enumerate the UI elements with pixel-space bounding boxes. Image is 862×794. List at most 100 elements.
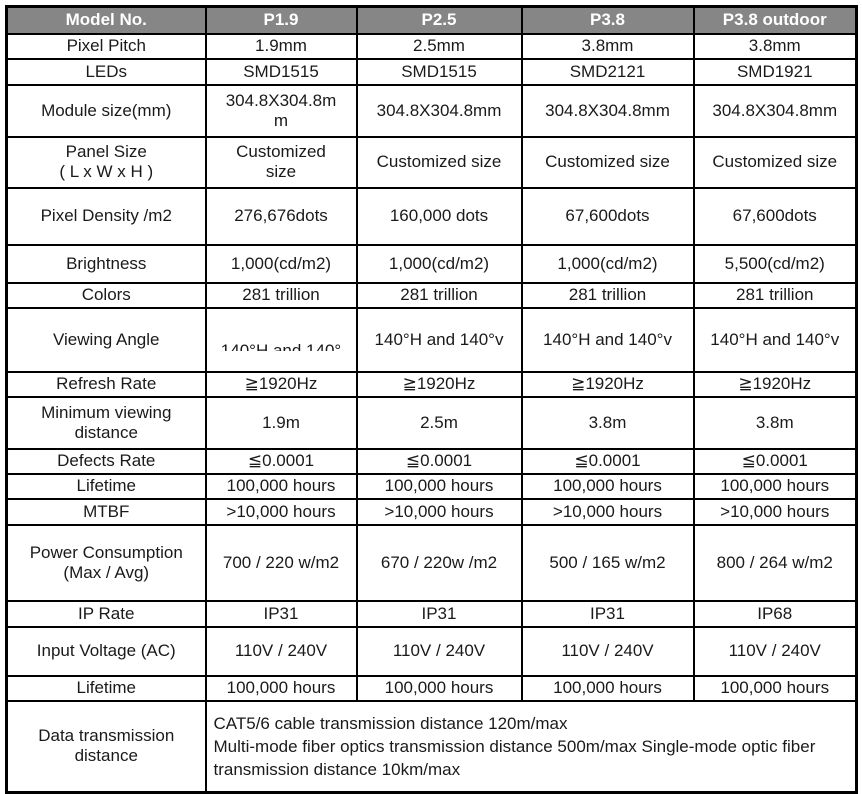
row-label-pixel-pitch: Pixel Pitch: [5, 32, 207, 60]
cell-colors-2: 281 trillion: [520, 281, 695, 309]
cell-input-voltage-2: 110V / 240V: [520, 625, 695, 677]
cell-power-consumption-3: 800 / 264 w/m2: [692, 523, 858, 602]
cell-panel-size-2: Customized size: [520, 135, 695, 189]
header-col-p3-8-outdoor: P3.8 outdoor: [692, 5, 858, 35]
row-label-input-voltage: Input Voltage (AC): [5, 625, 207, 677]
row-label-pixel-density: Pixel Density /m2: [5, 186, 207, 246]
cell-ip-rate-0: IP31: [204, 599, 358, 628]
cell-viewing-angle-0: 140°H and 140° v: [204, 306, 358, 373]
cell-defects-rate-2: ≦0.0001: [520, 447, 695, 475]
row-mtbf: MTBF >10,000 hours >10,000 hours >10,000…: [5, 497, 858, 526]
row-label-lifetime-1: Lifetime: [5, 472, 207, 500]
cell-leds-0: SMD1515: [204, 57, 358, 86]
cell-leds-1: SMD1515: [355, 57, 523, 86]
header-col-p3-8: P3.8: [520, 5, 695, 35]
cell-power-consumption-2: 500 / 165 w/m2: [520, 523, 695, 602]
cell-min-viewing-distance-2: 3.8m: [520, 395, 695, 450]
cell-lifetime-1-1: 100,000 hours: [355, 472, 523, 500]
cell-refresh-rate-0: ≧1920Hz: [204, 370, 358, 398]
cell-viewing-angle-2: 140°H and 140°v: [520, 306, 695, 373]
cell-colors-1: 281 trillion: [355, 281, 523, 309]
cell-colors-3: 281 trillion: [692, 281, 858, 309]
cell-module-size-0: 304.8X304.8m m: [204, 83, 358, 138]
cell-lifetime-2-1: 100,000 hours: [355, 674, 523, 702]
row-viewing-angle: Viewing Angle 140°H and 140° v 140°H and…: [5, 306, 858, 373]
cell-mtbf-2: >10,000 hours: [520, 497, 695, 526]
cell-lifetime-2-3: 100,000 hours: [692, 674, 858, 702]
cell-min-viewing-distance-1: 2.5m: [355, 395, 523, 450]
cell-panel-size-1: Customized size: [355, 135, 523, 189]
cell-module-size-2: 304.8X304.8mm: [520, 83, 695, 138]
row-label-colors: Colors: [5, 281, 207, 309]
header-row: Model No. P1.9 P2.5 P3.8 P3.8 outdoor: [5, 5, 858, 35]
row-input-voltage: Input Voltage (AC) 110V / 240V 110V / 24…: [5, 625, 858, 677]
cell-leds-3: SMD1921: [692, 57, 858, 86]
cell-ip-rate-3: IP68: [692, 599, 858, 628]
cell-mtbf-3: >10,000 hours: [692, 497, 858, 526]
cell-lifetime-2-0: 100,000 hours: [204, 674, 358, 702]
row-label-ip-rate: IP Rate: [5, 599, 207, 628]
cell-brightness-1: 1,000(cd/m2): [355, 243, 523, 284]
cell-defects-rate-0: ≦0.0001: [204, 447, 358, 475]
cell-brightness-2: 1,000(cd/m2): [520, 243, 695, 284]
cell-input-voltage-1: 110V / 240V: [355, 625, 523, 677]
cell-defects-rate-1: ≦0.0001: [355, 447, 523, 475]
row-label-refresh-rate: Refresh Rate: [5, 370, 207, 398]
cell-pixel-pitch-2: 3.8mm: [520, 32, 695, 60]
row-lifetime-2: Lifetime 100,000 hours 100,000 hours 100…: [5, 674, 858, 702]
cell-pixel-density-2: 67,600dots: [520, 186, 695, 246]
row-min-viewing-distance: Minimum viewing distance 1.9m 2.5m 3.8m …: [5, 395, 858, 450]
cell-pixel-density-3: 67,600dots: [692, 186, 858, 246]
cell-module-size-1: 304.8X304.8mm: [355, 83, 523, 138]
cell-min-viewing-distance-3: 3.8m: [692, 395, 858, 450]
row-label-brightness: Brightness: [5, 243, 207, 284]
row-defects-rate: Defects Rate ≦0.0001 ≦0.0001 ≦0.0001 ≦0.…: [5, 447, 858, 475]
cell-input-voltage-3: 110V / 240V: [692, 625, 858, 677]
led-spec-table: Model No. P1.9 P2.5 P3.8 P3.8 outdoor Pi…: [5, 5, 858, 794]
row-label-lifetime-2: Lifetime: [5, 674, 207, 702]
cell-pixel-density-1: 160,000 dots: [355, 186, 523, 246]
cell-panel-size-3: Customized size: [692, 135, 858, 189]
cell-refresh-rate-1: ≧1920Hz: [355, 370, 523, 398]
cell-lifetime-1-3: 100,000 hours: [692, 472, 858, 500]
cell-viewing-angle-3: 140°H and 140°v: [692, 306, 858, 373]
cell-ip-rate-2: IP31: [520, 599, 695, 628]
row-label-leds: LEDs: [5, 57, 207, 86]
cell-min-viewing-distance-0: 1.9m: [204, 395, 358, 450]
row-pixel-density: Pixel Density /m2 276,676dots 160,000 do…: [5, 186, 858, 246]
cell-pixel-density-0: 276,676dots: [204, 186, 358, 246]
row-lifetime-1: Lifetime 100,000 hours 100,000 hours 100…: [5, 472, 858, 500]
cell-input-voltage-0: 110V / 240V: [204, 625, 358, 677]
row-pixel-pitch: Pixel Pitch 1.9mm 2.5mm 3.8mm 3.8mm: [5, 32, 858, 60]
cell-data-transmission: CAT5/6 cable transmission distance 120m/…: [204, 699, 858, 794]
cell-pixel-pitch-1: 2.5mm: [355, 32, 523, 60]
row-power-consumption: Power Consumption (Max / Avg) 700 / 220 …: [5, 523, 858, 602]
cell-pixel-pitch-3: 3.8mm: [692, 32, 858, 60]
row-colors: Colors 281 trillion 281 trillion 281 tri…: [5, 281, 858, 309]
row-label-panel-size: Panel Size ( L x W x H ): [5, 135, 207, 189]
cell-brightness-0: 1,000(cd/m2): [204, 243, 358, 284]
row-brightness: Brightness 1,000(cd/m2) 1,000(cd/m2) 1,0…: [5, 243, 858, 284]
row-data-transmission: Data transmission distance CAT5/6 cable …: [5, 699, 858, 794]
viewing-angle-clipbox: 140°H and 140° v: [208, 329, 355, 351]
cell-mtbf-0: >10,000 hours: [204, 497, 358, 526]
cell-leds-2: SMD2121: [520, 57, 695, 86]
header-model-no: Model No.: [5, 5, 207, 35]
cell-panel-size-0: Customized size: [204, 135, 358, 189]
row-refresh-rate: Refresh Rate ≧1920Hz ≧1920Hz ≧1920Hz ≧19…: [5, 370, 858, 398]
cell-lifetime-2-2: 100,000 hours: [520, 674, 695, 702]
row-label-power-consumption: Power Consumption (Max / Avg): [5, 523, 207, 602]
row-leds: LEDs SMD1515 SMD1515 SMD2121 SMD1921: [5, 57, 858, 86]
cell-power-consumption-1: 670 / 220w /m2: [355, 523, 523, 602]
row-module-size: Module size(mm) 304.8X304.8m m 304.8X304…: [5, 83, 858, 138]
cell-mtbf-1: >10,000 hours: [355, 497, 523, 526]
row-label-min-viewing-distance: Minimum viewing distance: [5, 395, 207, 450]
cell-pixel-pitch-0: 1.9mm: [204, 32, 358, 60]
cell-brightness-3: 5,500(cd/m2): [692, 243, 858, 284]
cell-refresh-rate-3: ≧1920Hz: [692, 370, 858, 398]
header-col-p2-5: P2.5: [355, 5, 523, 35]
cell-module-size-3: 304.8X304.8mm: [692, 83, 858, 138]
cell-refresh-rate-2: ≧1920Hz: [520, 370, 695, 398]
row-label-defects-rate: Defects Rate: [5, 447, 207, 475]
viewing-angle-clipped-text: 140°H and 140° v: [220, 340, 342, 351]
